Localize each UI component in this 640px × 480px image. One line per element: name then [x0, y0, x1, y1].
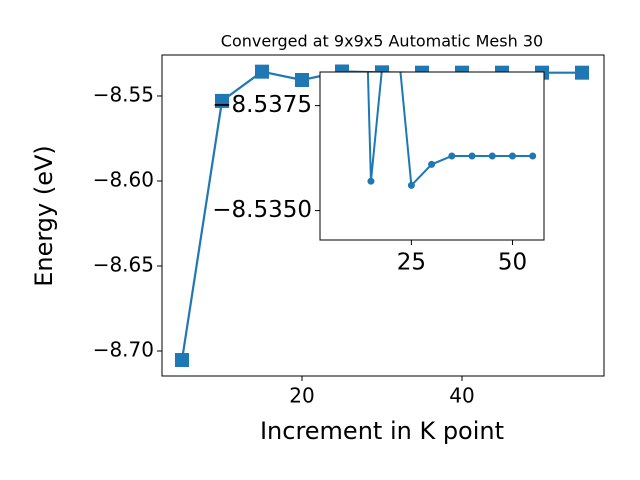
- marker: [295, 72, 309, 87]
- marker: [575, 65, 589, 80]
- x-tick-label: 25: [397, 250, 426, 276]
- marker: [215, 93, 229, 108]
- y-tick-label: −8.60: [93, 167, 154, 191]
- plot-frame: [161, 54, 605, 377]
- plot-frame: [319, 71, 545, 241]
- marker: [488, 152, 496, 160]
- marker: [529, 152, 537, 160]
- marker: [175, 353, 189, 368]
- marker: [508, 152, 516, 160]
- marker: [407, 181, 415, 189]
- x-tick-label: 40: [449, 384, 474, 408]
- marker: [367, 177, 375, 185]
- y-tick-label: −8.5350: [212, 197, 312, 223]
- plot-content: [366, 72, 537, 189]
- y-tick-label: −8.65: [93, 252, 154, 276]
- x-tick-label: 20: [289, 384, 314, 408]
- x-tick-label: 50: [498, 250, 527, 276]
- y-tick-label: −8.70: [93, 338, 154, 362]
- marker: [428, 160, 436, 168]
- y-tick-label: −8.55: [93, 82, 154, 106]
- y-axis-label: Energy (eV): [30, 145, 58, 287]
- marker: [448, 152, 456, 160]
- x-axis-label: Increment in K point: [260, 417, 504, 445]
- chart-title: Converged at 9x9x5 Automatic Mesh 30: [221, 32, 543, 51]
- y-tick-label: −8.5375: [212, 92, 312, 118]
- marker: [255, 64, 269, 79]
- marker: [468, 152, 476, 160]
